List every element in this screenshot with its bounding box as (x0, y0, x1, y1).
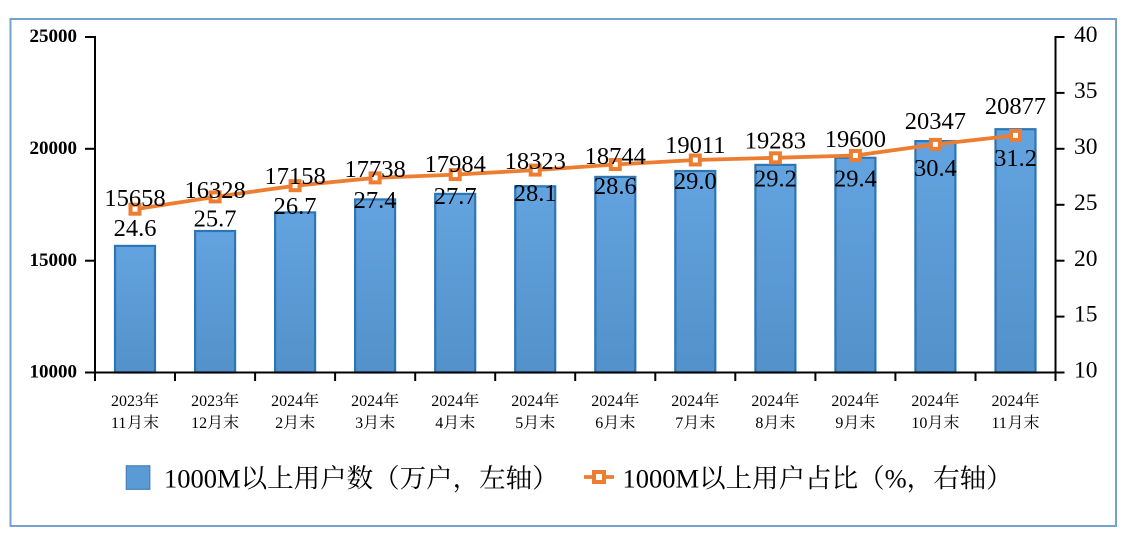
svg-text:17984: 17984 (425, 151, 486, 178)
svg-text:29.4: 29.4 (834, 166, 877, 193)
svg-text:10: 10 (1074, 358, 1098, 384)
svg-text:20000: 20000 (30, 138, 78, 159)
svg-text:20: 20 (1074, 246, 1098, 272)
svg-text:31.2: 31.2 (994, 145, 1037, 172)
svg-text:3: 3 (355, 415, 363, 432)
svg-text:%: % (885, 463, 907, 493)
svg-text:2024: 2024 (271, 393, 303, 410)
svg-text:15000: 15000 (30, 250, 78, 271)
svg-text:2024: 2024 (751, 393, 783, 410)
svg-text:6: 6 (595, 415, 603, 432)
svg-text:2023: 2023 (111, 393, 143, 410)
svg-text:2023: 2023 (191, 393, 223, 410)
svg-text:9: 9 (835, 415, 843, 432)
svg-text:10: 10 (911, 415, 927, 432)
svg-text:8: 8 (755, 415, 763, 432)
svg-text:2024: 2024 (591, 393, 623, 410)
svg-text:2: 2 (275, 415, 283, 432)
svg-text:2024: 2024 (431, 393, 463, 410)
svg-text:19600: 19600 (825, 126, 886, 153)
svg-text:25000: 25000 (30, 26, 78, 47)
svg-text:40: 40 (1074, 22, 1098, 48)
svg-text:15: 15 (1074, 302, 1098, 328)
svg-text:30: 30 (1074, 134, 1098, 160)
svg-text:18323: 18323 (505, 148, 566, 175)
svg-text:2024: 2024 (992, 393, 1024, 410)
svg-text:19283: 19283 (745, 128, 806, 155)
svg-text:11: 11 (111, 415, 126, 432)
svg-text:4: 4 (435, 415, 443, 432)
svg-text:15658: 15658 (104, 185, 165, 212)
svg-text:19011: 19011 (665, 132, 725, 159)
svg-text:7: 7 (675, 415, 683, 432)
svg-text:25: 25 (1074, 190, 1098, 216)
svg-text:18744: 18744 (585, 143, 646, 170)
svg-text:27.4: 27.4 (354, 187, 397, 214)
svg-text:28.1: 28.1 (514, 180, 557, 207)
svg-text:16328: 16328 (184, 177, 245, 204)
svg-text:10000: 10000 (30, 362, 78, 383)
svg-text:29.0: 29.0 (674, 168, 717, 195)
svg-text:20347: 20347 (905, 108, 966, 135)
svg-text:17158: 17158 (264, 163, 325, 190)
svg-text:2024: 2024 (351, 393, 383, 410)
svg-text:1000M: 1000M (164, 463, 241, 493)
svg-text:35: 35 (1074, 78, 1098, 104)
svg-text:17738: 17738 (344, 156, 405, 183)
svg-text:25.7: 25.7 (194, 206, 237, 233)
svg-text:11: 11 (992, 415, 1007, 432)
svg-text:5: 5 (515, 415, 523, 432)
svg-text:2024: 2024 (911, 393, 943, 410)
svg-text:2024: 2024 (511, 393, 543, 410)
svg-text:2024: 2024 (831, 393, 863, 410)
svg-text:20877: 20877 (985, 93, 1046, 120)
svg-text:27.7: 27.7 (434, 183, 477, 210)
svg-text:1000M: 1000M (623, 463, 700, 493)
svg-text:2024: 2024 (671, 393, 703, 410)
svg-text:26.7: 26.7 (274, 193, 317, 220)
svg-text:30.4: 30.4 (914, 155, 957, 182)
svg-text:24.6: 24.6 (114, 215, 157, 242)
svg-text:28.6: 28.6 (594, 173, 637, 200)
svg-text:29.2: 29.2 (754, 166, 797, 193)
svg-text:12: 12 (191, 415, 207, 432)
